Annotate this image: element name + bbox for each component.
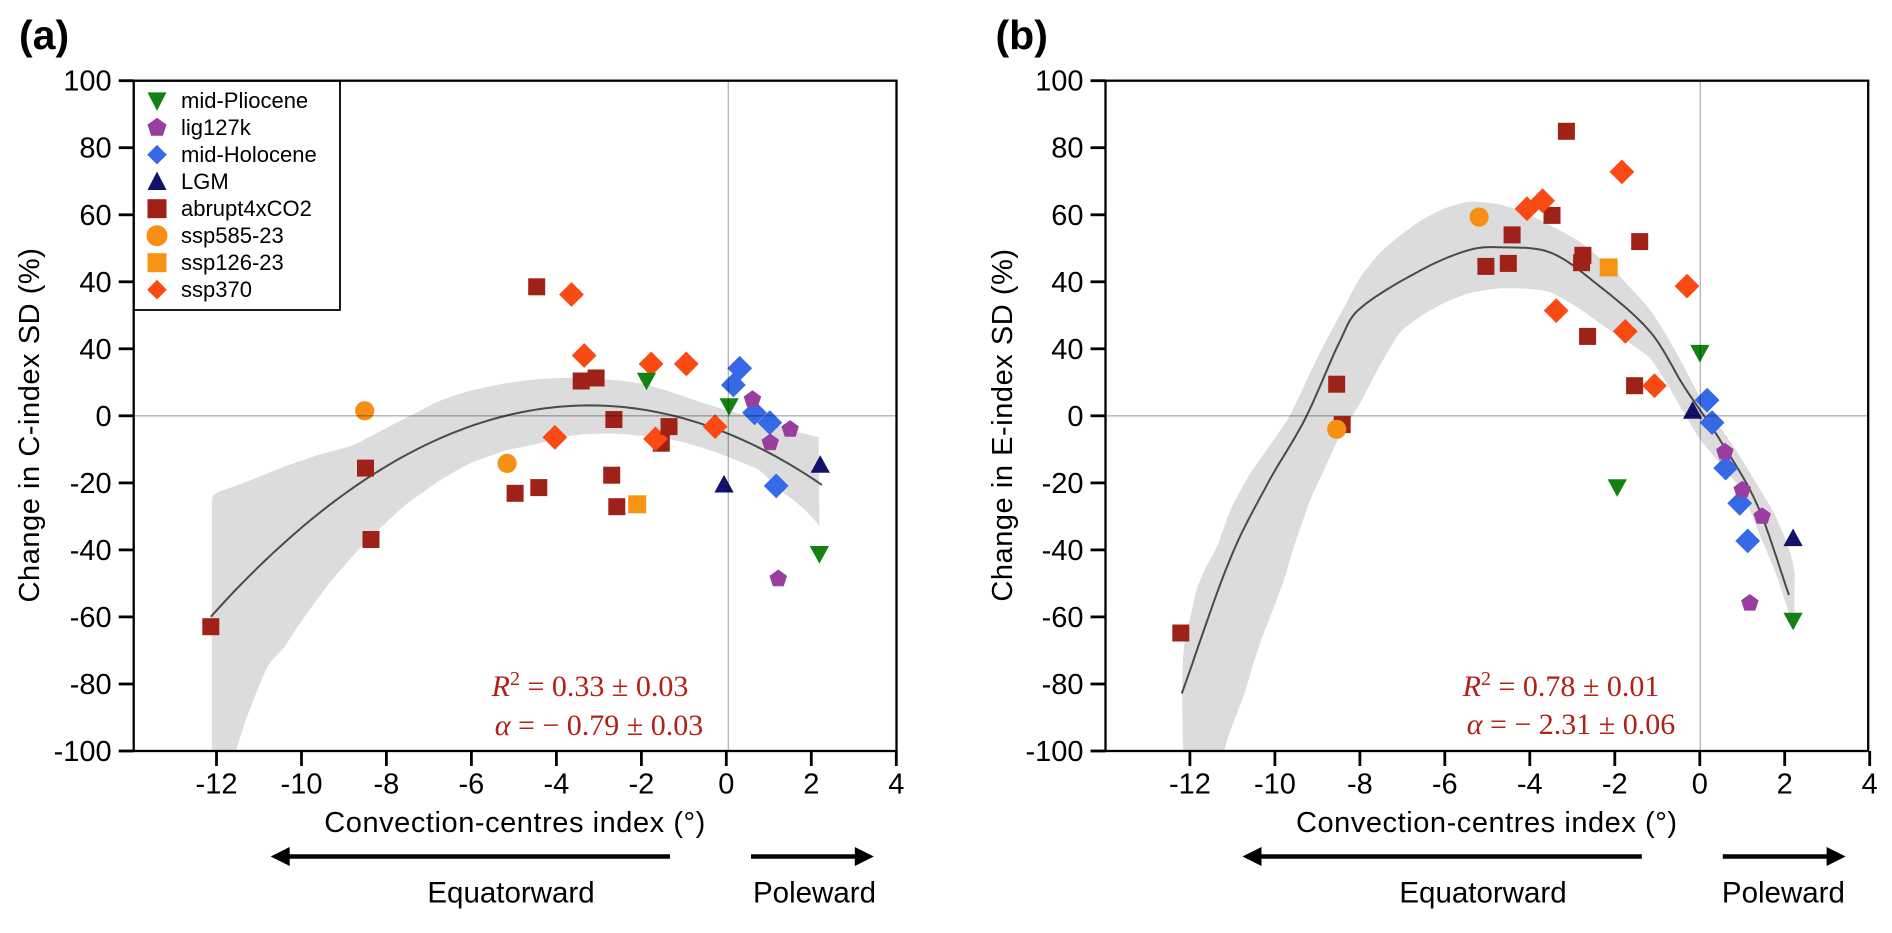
svg-text:80: 80 bbox=[1051, 133, 1083, 165]
svg-text:Convection-centres index (°): Convection-centres index (°) bbox=[1296, 807, 1678, 839]
svg-text:α = − 2.31 ± 0.06: α = − 2.31 ± 0.06 bbox=[1467, 708, 1676, 741]
svg-text:40: 40 bbox=[79, 267, 111, 299]
svg-text:ssp126-23: ssp126-23 bbox=[181, 250, 284, 275]
svg-text:Equatorward: Equatorward bbox=[1399, 877, 1566, 910]
svg-text:-100: -100 bbox=[1025, 736, 1083, 768]
svg-text:0: 0 bbox=[718, 769, 734, 801]
svg-text:Poleward: Poleward bbox=[753, 877, 876, 910]
svg-text:Equatorward: Equatorward bbox=[427, 877, 594, 910]
svg-text:60: 60 bbox=[1051, 200, 1083, 232]
svg-text:α = − 0.79 ± 0.03: α = − 0.79 ± 0.03 bbox=[495, 709, 704, 742]
svg-text:ssp585-23: ssp585-23 bbox=[181, 223, 284, 248]
svg-text:-60: -60 bbox=[1042, 602, 1084, 634]
svg-text:40: 40 bbox=[79, 334, 111, 366]
svg-text:(a): (a) bbox=[19, 12, 69, 58]
svg-text:lig127k: lig127k bbox=[181, 115, 252, 140]
svg-text:4: 4 bbox=[888, 769, 904, 801]
svg-text:-12: -12 bbox=[1169, 769, 1211, 801]
svg-text:-4: -4 bbox=[1517, 769, 1543, 801]
svg-text:0: 0 bbox=[1692, 769, 1708, 801]
svg-text:100: 100 bbox=[63, 66, 111, 98]
svg-text:-40: -40 bbox=[1042, 535, 1084, 567]
svg-text:-10: -10 bbox=[281, 769, 323, 801]
svg-text:-20: -20 bbox=[70, 468, 112, 500]
svg-text:40: 40 bbox=[1051, 334, 1083, 366]
svg-text:-20: -20 bbox=[1042, 468, 1084, 500]
svg-text:ssp370: ssp370 bbox=[181, 277, 252, 302]
svg-text:-6: -6 bbox=[1432, 769, 1458, 801]
svg-text:-2: -2 bbox=[1602, 769, 1628, 801]
svg-text:100: 100 bbox=[1035, 66, 1083, 98]
svg-text:abrupt4xCO2: abrupt4xCO2 bbox=[181, 196, 312, 221]
svg-text:-8: -8 bbox=[374, 769, 400, 801]
svg-text:-100: -100 bbox=[54, 736, 112, 768]
svg-text:-10: -10 bbox=[1254, 769, 1296, 801]
svg-text:R2 = 0.33 ± 0.03: R2 = 0.33 ± 0.03 bbox=[491, 668, 689, 703]
svg-text:-80: -80 bbox=[70, 669, 112, 701]
svg-text:-6: -6 bbox=[459, 769, 485, 801]
svg-text:Poleward: Poleward bbox=[1722, 877, 1845, 910]
svg-text:Convection-centres index (°): Convection-centres index (°) bbox=[324, 807, 706, 839]
svg-text:0: 0 bbox=[96, 401, 112, 433]
svg-text:mid-Pliocene: mid-Pliocene bbox=[181, 88, 308, 113]
svg-text:40: 40 bbox=[1051, 267, 1083, 299]
svg-text:-60: -60 bbox=[70, 602, 112, 634]
svg-text:-4: -4 bbox=[544, 769, 570, 801]
svg-text:-12: -12 bbox=[196, 769, 238, 801]
svg-text:mid-Holocene: mid-Holocene bbox=[181, 142, 317, 167]
svg-text:2: 2 bbox=[1777, 769, 1793, 801]
svg-text:-8: -8 bbox=[1347, 769, 1373, 801]
svg-text:0: 0 bbox=[1067, 401, 1083, 433]
svg-text:2: 2 bbox=[803, 769, 819, 801]
svg-text:Change in E-index SD (%): Change in E-index SD (%) bbox=[987, 248, 1019, 601]
svg-text:LGM: LGM bbox=[181, 169, 229, 194]
svg-text:4: 4 bbox=[1862, 769, 1878, 801]
svg-text:Change in C-index SD (%): Change in C-index SD (%) bbox=[14, 248, 46, 603]
svg-text:-80: -80 bbox=[1042, 669, 1084, 701]
svg-text:80: 80 bbox=[79, 133, 111, 165]
svg-text:R2 = 0.78 ± 0.01: R2 = 0.78 ± 0.01 bbox=[1462, 668, 1660, 703]
svg-text:-40: -40 bbox=[70, 535, 112, 567]
svg-text:(b): (b) bbox=[996, 12, 1048, 58]
svg-text:-2: -2 bbox=[629, 769, 655, 801]
svg-text:60: 60 bbox=[79, 200, 111, 232]
